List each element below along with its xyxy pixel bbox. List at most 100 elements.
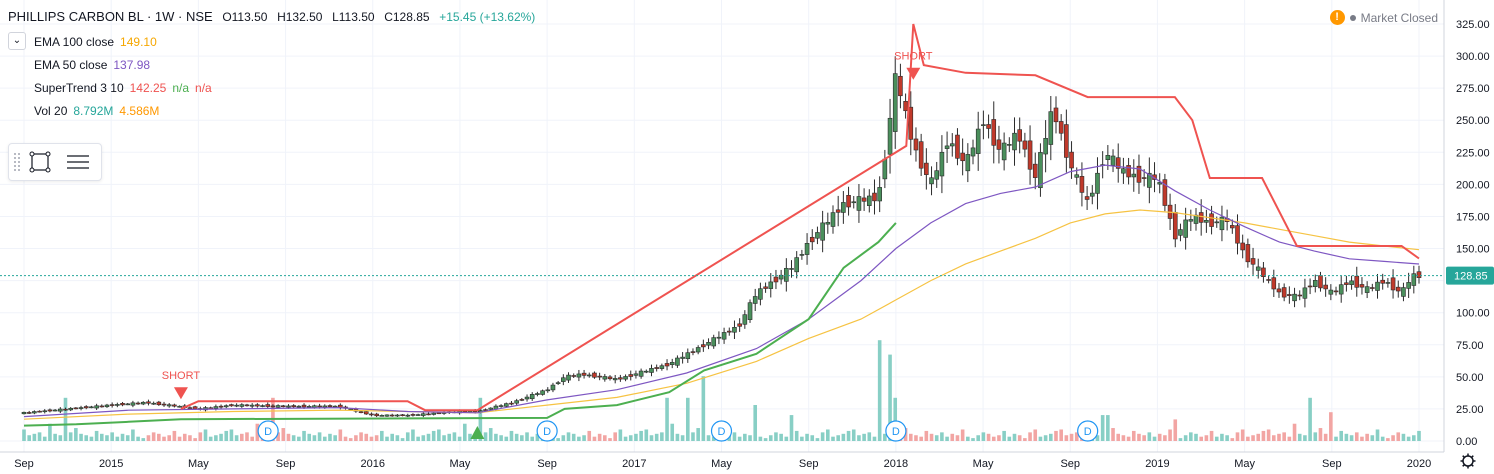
x-tick-label: Sep — [537, 458, 557, 470]
volume-bar — [224, 430, 229, 441]
volume-bar — [1344, 433, 1349, 441]
volume-bar — [1142, 435, 1146, 441]
candle-body — [768, 281, 774, 289]
candle-body — [296, 405, 302, 408]
volume-bar — [1391, 435, 1395, 441]
candle-body — [882, 158, 888, 180]
volume-bar — [395, 435, 400, 441]
volume-bar — [1106, 415, 1110, 441]
warning-icon[interactable]: ! — [1329, 10, 1345, 25]
settings-tool-button[interactable] — [59, 144, 97, 180]
volume-bar — [182, 433, 187, 441]
rectangle-icon — [29, 151, 51, 173]
volume-bar — [374, 435, 379, 441]
y-tick-label: 175.00 — [1456, 211, 1490, 223]
candle-body — [550, 384, 556, 391]
candle-body — [52, 409, 58, 412]
volume-bar — [1354, 432, 1359, 441]
y-tick-label: 225.00 — [1456, 147, 1490, 159]
legend-ema50[interactable]: EMA 50 close 137.98 — [34, 58, 150, 72]
candle-body — [939, 151, 945, 177]
dividend-label: D — [718, 426, 726, 438]
settings-gear-icon[interactable] — [1460, 453, 1476, 469]
volume-bar — [846, 430, 851, 441]
volume-bar — [1131, 430, 1136, 441]
candle-body — [934, 170, 940, 180]
volume-bar — [966, 436, 970, 441]
candle-body — [1312, 280, 1318, 287]
drag-handle[interactable] — [13, 152, 21, 172]
candle-body — [42, 410, 48, 413]
candle-body — [524, 396, 530, 400]
volume-bar — [753, 405, 758, 441]
volume-bar — [924, 430, 929, 441]
volume-bar — [151, 432, 156, 441]
candle-body — [716, 336, 722, 339]
x-tick-label: Sep — [1060, 458, 1080, 470]
candle-body — [1007, 144, 1012, 146]
volume-bar — [343, 436, 348, 441]
candle-body — [426, 413, 431, 416]
volume-bar — [245, 432, 249, 441]
volume-bar — [872, 436, 877, 441]
candle-body — [732, 327, 737, 333]
legend-supertrend[interactable]: SuperTrend 3 10 142.25 n/a n/a — [34, 81, 212, 95]
candle-body — [1105, 155, 1111, 160]
candle-body — [1297, 294, 1303, 297]
candle-body — [1017, 129, 1022, 142]
volume-bar — [566, 432, 571, 441]
volume-bar — [58, 435, 63, 441]
candle-body — [1406, 282, 1411, 289]
volume-bar — [452, 432, 457, 441]
candle-body — [1271, 277, 1277, 290]
candle-body — [747, 302, 753, 320]
volume-bar — [582, 435, 586, 441]
short-signal-label: SHORT — [162, 370, 201, 382]
volume-bar — [603, 435, 607, 441]
volume-bar — [1111, 428, 1115, 441]
candle-body — [384, 414, 390, 417]
candle-body — [1375, 281, 1380, 291]
candle-body — [991, 119, 997, 146]
candle-body — [1395, 286, 1401, 292]
legend-ema100[interactable]: EMA 100 close 149.10 — [34, 35, 157, 49]
volume-bar — [1396, 432, 1401, 441]
candle-body — [877, 187, 882, 202]
y-tick-label: 250.00 — [1456, 115, 1490, 127]
volume-bar — [291, 435, 296, 441]
candle-body — [483, 409, 488, 411]
volume-bar — [1240, 429, 1245, 441]
symbol-title[interactable]: PHILLIPS CARBON BL · 1W · NSE — [8, 9, 213, 24]
volume-bar — [644, 429, 649, 441]
candle-body — [1359, 284, 1365, 288]
collapse-legend-button[interactable]: ⌄ — [8, 32, 26, 50]
candle-body — [623, 376, 628, 380]
volume-bar — [208, 436, 213, 441]
legend-volume[interactable]: Vol 20 8.792M 4.586M — [34, 104, 159, 118]
volume-bar — [929, 433, 934, 441]
volume-bar — [1380, 436, 1385, 441]
candle-body — [1136, 165, 1142, 183]
volume-bar — [577, 436, 581, 441]
volume-bar — [42, 436, 47, 441]
candle-body — [913, 138, 919, 151]
rectangle-tool-button[interactable] — [21, 144, 59, 180]
volume-bar — [945, 436, 949, 441]
volume-bar — [369, 436, 374, 441]
volume-bar — [794, 430, 799, 441]
volume-bar — [405, 432, 410, 441]
candle-body — [872, 192, 877, 202]
volume-bar — [805, 433, 809, 441]
indicator-value: 149.10 — [120, 35, 157, 49]
candle-body — [1354, 275, 1360, 288]
candle-body — [115, 404, 120, 406]
dividend-marker — [885, 420, 907, 442]
volume-bar — [478, 397, 483, 441]
candle-body — [78, 407, 84, 409]
candle-body — [654, 367, 659, 369]
x-tick-label: Sep — [1322, 458, 1342, 470]
candle-body — [63, 408, 68, 411]
x-tick-label: May — [711, 458, 732, 470]
candle-body — [929, 177, 934, 185]
